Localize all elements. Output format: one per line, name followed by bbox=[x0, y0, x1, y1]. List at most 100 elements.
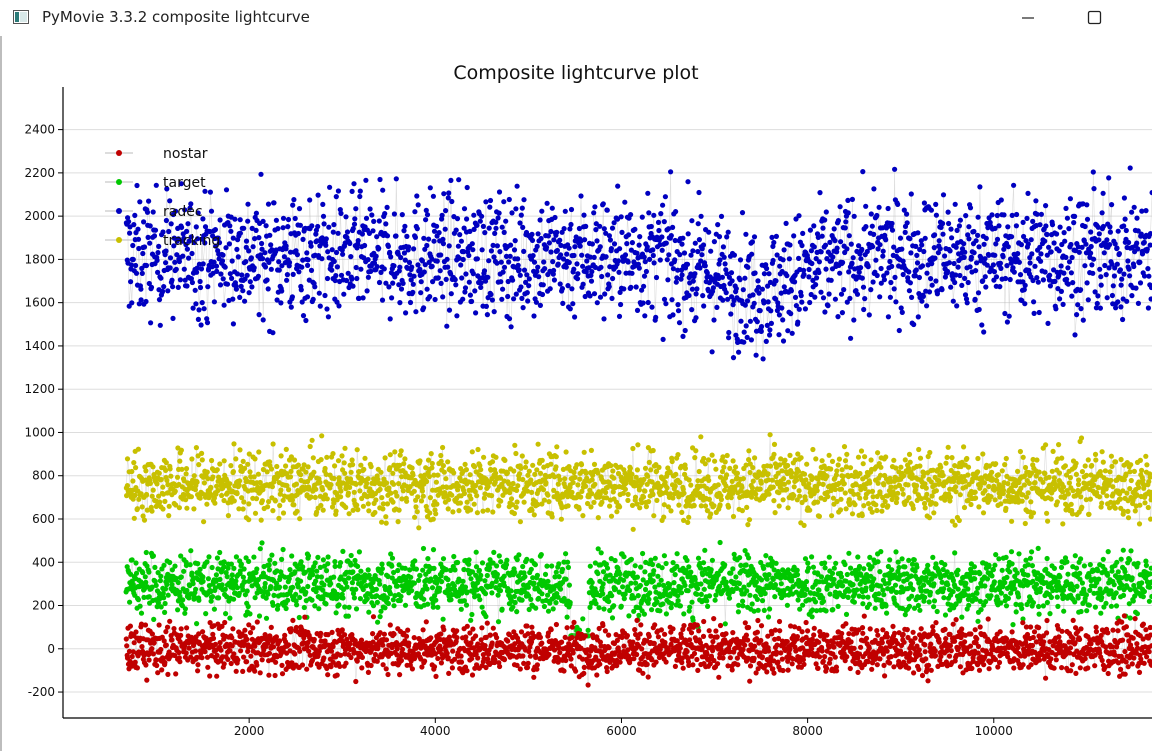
data-point bbox=[370, 228, 376, 234]
data-point bbox=[315, 554, 321, 561]
composite-lightcurve-plot[interactable]: -200020040060080010001200140016001800200… bbox=[0, 36, 1152, 751]
data-point bbox=[319, 235, 325, 241]
data-point bbox=[335, 591, 341, 598]
data-point bbox=[132, 212, 138, 218]
data-point bbox=[1101, 250, 1107, 256]
data-point bbox=[325, 314, 331, 320]
data-point bbox=[260, 218, 266, 224]
data-point bbox=[276, 584, 283, 590]
maximize-button[interactable] bbox=[1072, 0, 1118, 36]
data-point bbox=[272, 498, 278, 504]
data-point bbox=[579, 252, 585, 258]
data-point bbox=[568, 221, 574, 228]
data-point bbox=[418, 498, 425, 504]
data-point bbox=[300, 564, 306, 570]
data-point bbox=[133, 262, 139, 269]
data-point bbox=[343, 504, 349, 510]
data-point bbox=[440, 236, 446, 242]
data-point bbox=[474, 510, 480, 516]
data-point bbox=[332, 563, 338, 570]
data-point bbox=[677, 252, 683, 258]
data-point bbox=[252, 236, 258, 242]
data-point bbox=[508, 324, 514, 330]
data-point bbox=[1112, 241, 1118, 247]
data-point bbox=[700, 242, 707, 248]
data-point bbox=[323, 568, 330, 574]
data-point bbox=[763, 338, 769, 344]
data-point bbox=[679, 272, 685, 278]
data-point bbox=[767, 432, 773, 438]
data-point bbox=[996, 223, 1002, 229]
data-point bbox=[1021, 233, 1027, 240]
data-point bbox=[586, 265, 592, 271]
data-point bbox=[692, 271, 698, 277]
data-point bbox=[752, 270, 758, 276]
data-point bbox=[531, 512, 537, 518]
data-point bbox=[242, 298, 248, 304]
minimize-button[interactable] bbox=[1005, 0, 1051, 36]
data-point bbox=[184, 587, 190, 594]
data-point bbox=[665, 226, 672, 232]
data-point bbox=[592, 481, 598, 487]
data-point bbox=[583, 470, 589, 476]
data-point bbox=[1000, 254, 1006, 260]
data-point bbox=[938, 464, 944, 470]
data-point bbox=[961, 504, 968, 511]
data-point bbox=[1046, 244, 1052, 250]
data-point bbox=[933, 212, 940, 218]
data-point bbox=[163, 248, 169, 254]
data-point bbox=[806, 266, 812, 273]
data-point bbox=[588, 278, 595, 284]
data-point bbox=[828, 277, 834, 283]
data-point bbox=[240, 587, 246, 593]
data-point bbox=[648, 223, 654, 230]
data-point bbox=[724, 271, 730, 277]
data-point bbox=[233, 578, 239, 584]
data-point bbox=[163, 260, 169, 266]
data-point bbox=[576, 506, 582, 512]
data-point bbox=[558, 516, 565, 522]
data-point bbox=[780, 257, 786, 263]
data-point bbox=[824, 473, 830, 479]
data-point bbox=[288, 304, 294, 310]
data-point bbox=[375, 476, 381, 482]
data-point bbox=[932, 232, 938, 238]
data-point bbox=[564, 251, 570, 257]
data-point bbox=[1047, 283, 1053, 289]
data-point bbox=[489, 493, 495, 499]
data-point bbox=[385, 243, 391, 249]
data-point bbox=[186, 238, 192, 244]
data-point bbox=[720, 244, 727, 250]
data-point bbox=[859, 512, 865, 519]
data-point bbox=[483, 199, 489, 205]
data-point bbox=[448, 291, 454, 297]
data-point bbox=[820, 225, 826, 231]
data-point bbox=[878, 464, 884, 470]
data-point bbox=[443, 276, 449, 282]
data-point bbox=[230, 235, 236, 241]
data-point bbox=[1044, 510, 1050, 516]
data-point bbox=[933, 501, 939, 507]
data-point bbox=[851, 213, 857, 219]
data-point bbox=[134, 182, 140, 189]
title-bar[interactable]: PyMovie 3.3.2 composite lightcurve bbox=[0, 0, 1152, 36]
data-point bbox=[926, 289, 933, 295]
data-point bbox=[278, 300, 284, 306]
data-point bbox=[418, 290, 424, 296]
data-point bbox=[876, 204, 882, 210]
data-point bbox=[331, 222, 337, 228]
data-point bbox=[546, 240, 553, 246]
data-point bbox=[632, 494, 639, 500]
data-point bbox=[232, 216, 238, 222]
data-point bbox=[210, 474, 216, 480]
data-point bbox=[142, 574, 148, 580]
data-point bbox=[249, 225, 255, 231]
data-point bbox=[927, 449, 933, 456]
data-point bbox=[759, 286, 766, 292]
data-point bbox=[534, 243, 540, 249]
data-point bbox=[138, 286, 144, 292]
data-point bbox=[1139, 251, 1146, 257]
app-icon bbox=[13, 10, 29, 24]
data-point bbox=[1044, 252, 1050, 258]
data-point bbox=[152, 227, 159, 233]
